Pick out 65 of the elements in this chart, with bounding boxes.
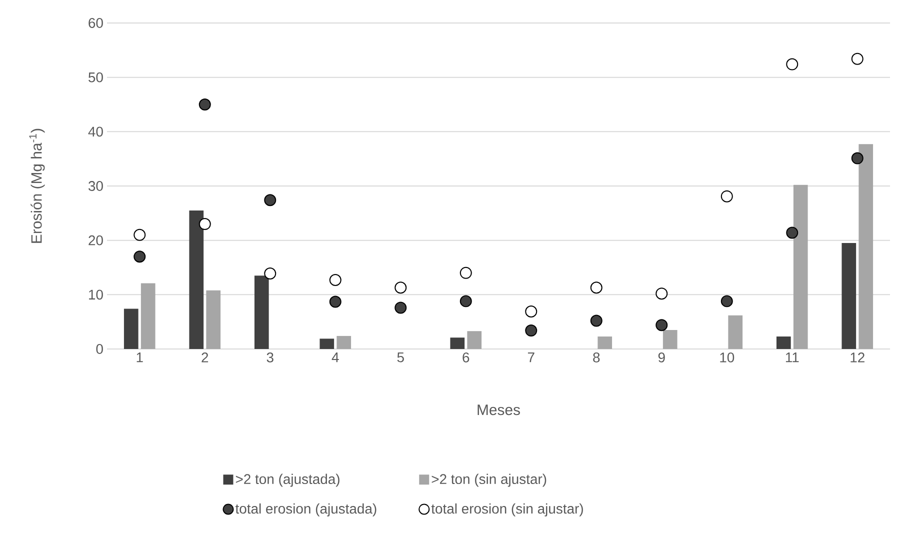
x-tick-label: 7 [528,352,534,362]
legend-label: >2 ton (sin ajustar) [432,474,546,487]
y-tick-label: 20 [88,235,103,246]
point [656,288,668,300]
legend-label: total erosion (ajustada) [235,503,376,516]
point [851,52,864,65]
point [720,190,733,202]
x-tick-label: 4 [332,352,339,362]
x-tick-label: 12 [850,352,864,362]
bar [206,290,221,349]
x-tick-label: 2 [202,352,208,362]
bar [336,336,352,349]
legend-label: >2 ton (ajustada) [236,474,340,487]
bar [467,331,482,349]
point [329,274,342,286]
x-tick-label: 8 [593,352,600,362]
point [198,218,211,230]
y-tick-label: 0 [96,344,103,354]
x-tick-label: 10 [720,352,734,362]
point [525,324,538,337]
x-tick-label: 1 [136,352,143,362]
point [198,98,211,110]
point [264,194,276,206]
bar [793,184,808,349]
x-tick-label: 9 [658,352,665,362]
x-axis-title: Meses [478,404,520,416]
bar [189,210,204,349]
y-axis-title: Erosión (Mg ha$^{-1}$) [29,128,45,243]
y-tick-label: 50 [88,72,103,82]
point [720,295,733,308]
y-tick-label: 10 [89,290,103,300]
x-tick-label: 3 [266,352,274,362]
y-tick-label: 30 [88,181,103,191]
bar [450,338,465,349]
bar [728,315,743,349]
bar [140,283,156,349]
y-tick-label: 60 [88,18,103,28]
point [329,296,342,308]
legend-label: total erosion (sin ajustar) [431,503,583,516]
bar [662,330,678,349]
point [264,267,276,280]
x-tick-label: 5 [397,352,404,362]
point [656,319,668,332]
point [851,152,864,164]
bar [254,276,269,349]
point [786,58,798,70]
x-tick-label: 11 [786,352,799,362]
point [590,282,602,294]
bar [858,144,874,349]
bar [776,336,791,349]
bar [842,243,856,349]
point [590,314,602,327]
point [460,295,472,308]
point [394,302,407,314]
point [134,250,146,263]
point [525,306,538,318]
y-tick-label: 40 [88,126,103,137]
point [394,282,407,294]
bar [598,336,612,349]
point [460,266,472,279]
x-tick-label: 6 [462,352,470,362]
bar [320,338,334,349]
point [786,226,798,239]
point [134,228,146,241]
bar [124,308,138,349]
